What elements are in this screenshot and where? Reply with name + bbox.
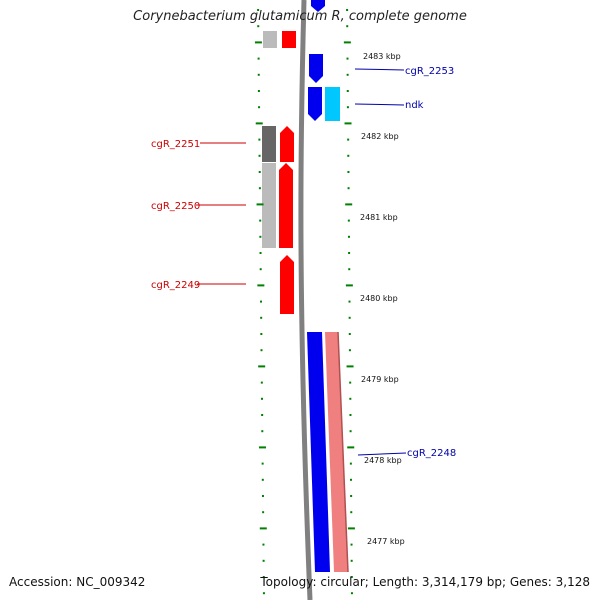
- gene-cgR_2249[interactable]: [280, 255, 294, 314]
- leader-cgR_2248: [357, 452, 407, 456]
- gene-label-ndk[interactable]: ndk: [405, 100, 424, 111]
- page-title: Corynebacterium glutamicum R, complete g…: [133, 9, 467, 24]
- tick-marks-right: [343, 9, 355, 595]
- gene-label-cgR_2253[interactable]: cgR_2253: [405, 66, 454, 77]
- gene-label-cgR_2251[interactable]: cgR_2251: [151, 139, 200, 150]
- scale-label-2478: 2478 kbp: [364, 456, 402, 465]
- scale-label-2481: 2481 kbp: [360, 213, 398, 222]
- genome-backbone: [298, 0, 313, 600]
- gene-cgR_2250[interactable]: [279, 163, 293, 248]
- grey-strip-top: [263, 31, 277, 48]
- gene-cgR_2253[interactable]: [309, 54, 323, 83]
- scale-label-2477: 2477 kbp: [367, 537, 405, 546]
- grey-strip-mid: [262, 163, 276, 248]
- gene-top-partial[interactable]: [311, 0, 325, 12]
- gene-label-cgR_2249[interactable]: cgR_2249: [151, 280, 200, 291]
- pink-band: [325, 332, 348, 572]
- leader-cgR_2253: [354, 68, 405, 71]
- topology-text: Topology: circular; Length: 3,314,179 bp…: [260, 575, 590, 589]
- scale-label-2480: 2480 kbp: [360, 294, 398, 303]
- accession-text: Accession: NC_009342: [9, 575, 146, 589]
- gene-cgR_2248[interactable]: [307, 332, 330, 572]
- leader-ndk: [354, 103, 405, 106]
- gene-cgR_2251[interactable]: [280, 126, 294, 162]
- gene-cgR_2254[interactable]: [308, 87, 322, 121]
- tick-marks-left: [254, 9, 267, 595]
- scale-label-2483: 2483 kbp: [363, 52, 401, 61]
- scale-label-2479: 2479 kbp: [361, 375, 399, 384]
- gene-label-cgR_2248[interactable]: cgR_2248: [407, 448, 456, 459]
- scale-label-2482: 2482 kbp: [361, 132, 399, 141]
- pink-band-edge: [337, 331, 349, 573]
- gene-label-cgR_2250[interactable]: cgR_2250: [151, 201, 200, 212]
- gene-red-top-partial[interactable]: [282, 31, 296, 48]
- gene-ndk[interactable]: [325, 87, 340, 121]
- dark-grey-strip: [262, 126, 276, 162]
